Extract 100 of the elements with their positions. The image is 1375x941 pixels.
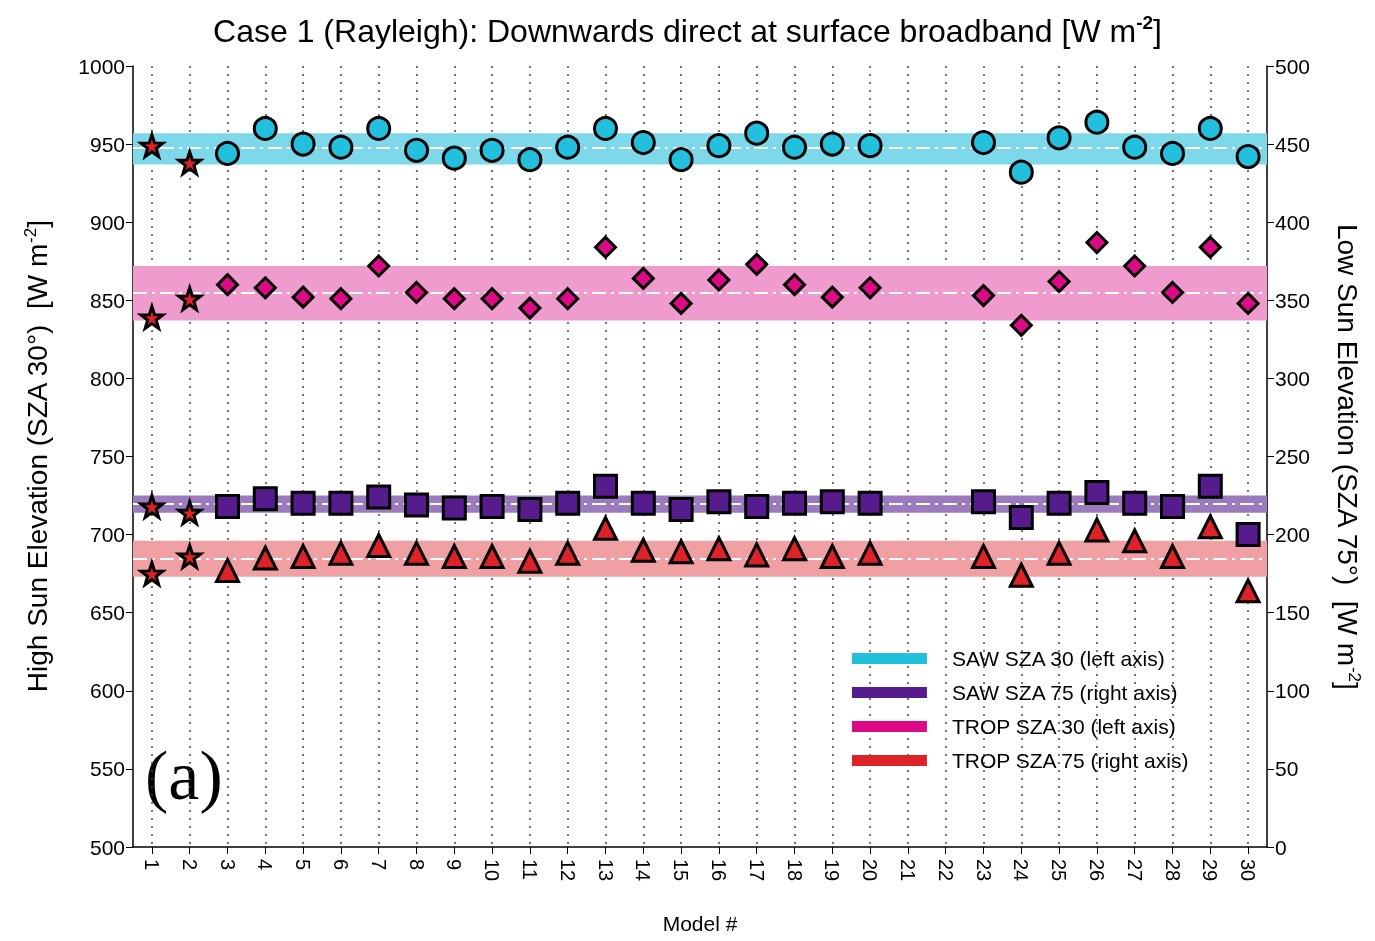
- x-tick-label: 24: [1010, 859, 1033, 882]
- point: [1084, 517, 1110, 543]
- y2-tick-label: 450: [1275, 132, 1311, 156]
- point: [556, 287, 580, 311]
- x-tick-label: 1: [140, 859, 163, 871]
- x-tick-label: 17: [745, 859, 768, 882]
- x-tick-label: 18: [783, 859, 806, 882]
- point: [1235, 578, 1261, 604]
- point: [441, 145, 467, 171]
- y-tick-label: 650: [89, 601, 125, 625]
- point: [745, 252, 769, 276]
- point: [1008, 504, 1034, 530]
- y2-tick-label: 250: [1275, 445, 1311, 468]
- point: [593, 115, 618, 141]
- point: [441, 543, 467, 569]
- point: [480, 287, 504, 311]
- point: [630, 535, 657, 563]
- point: [630, 490, 656, 516]
- point: [1046, 540, 1072, 566]
- point: [329, 287, 353, 311]
- point: [215, 558, 240, 584]
- point: [744, 120, 770, 146]
- x-tick-label: 23: [972, 859, 995, 882]
- legend-label: TROP SZA 75 (right axis): [951, 749, 1189, 772]
- point: [555, 134, 581, 160]
- point: [555, 490, 581, 516]
- x-tick-label: 12: [556, 859, 579, 882]
- point: [630, 130, 656, 156]
- point: [858, 276, 882, 300]
- point: [215, 140, 240, 166]
- point: [290, 543, 316, 569]
- point: [1160, 543, 1185, 569]
- point: [1160, 493, 1185, 519]
- point: [593, 515, 618, 541]
- point: [252, 543, 279, 571]
- y2-tick-label: 50: [1275, 757, 1299, 781]
- point: [668, 497, 694, 523]
- point: [253, 276, 277, 300]
- point: [744, 493, 770, 519]
- point: [367, 254, 391, 278]
- point: [366, 115, 392, 141]
- point: [857, 133, 883, 159]
- y-tick-label: 800: [89, 366, 125, 390]
- point: [216, 273, 239, 297]
- point: [404, 137, 429, 163]
- x-tick-label: 2: [178, 859, 201, 871]
- point: [1008, 560, 1035, 588]
- point: [593, 473, 618, 499]
- point: [517, 497, 543, 523]
- point: [1160, 140, 1185, 166]
- x-tick-label: 11: [518, 859, 541, 880]
- point: [631, 266, 655, 290]
- x-tick-label: 28: [1161, 859, 1184, 882]
- y2-tick-label: 200: [1275, 523, 1311, 547]
- point: [290, 490, 316, 516]
- point: [405, 280, 428, 304]
- y2-tick-label: 0: [1275, 835, 1287, 859]
- point: [706, 489, 732, 515]
- point: [516, 546, 544, 574]
- point: [782, 536, 807, 562]
- y2-tick-label: 500: [1275, 54, 1311, 78]
- point: [517, 147, 543, 173]
- y-tick-label: 1000: [78, 54, 125, 78]
- legend-label: TROP SZA 30 (left axis): [951, 715, 1176, 738]
- point: [1197, 514, 1223, 540]
- point: [1197, 473, 1223, 499]
- x-tick-label: 5: [292, 859, 315, 871]
- point: [1122, 134, 1148, 160]
- x-tick-label: 21: [896, 859, 919, 882]
- point: [328, 540, 354, 566]
- y-tick-label: 550: [89, 757, 125, 781]
- point: [857, 540, 883, 566]
- y-tick-label: 950: [89, 132, 125, 156]
- point: [782, 490, 807, 516]
- point: [1008, 159, 1034, 185]
- x-tick-label: 8: [405, 859, 428, 871]
- point: [215, 493, 240, 519]
- point: [479, 493, 505, 519]
- point: [1122, 490, 1148, 516]
- x-tick-label: 27: [1123, 859, 1146, 882]
- point: [706, 536, 732, 562]
- point: [971, 130, 996, 156]
- x-tick-label: 22: [934, 859, 957, 882]
- x-tick-label: 16: [707, 859, 730, 882]
- point: [1235, 144, 1261, 170]
- point: [707, 268, 731, 292]
- point: [706, 133, 732, 159]
- x-tick-label: 14: [632, 859, 655, 882]
- point: [328, 134, 354, 160]
- legend-label: SAW SZA 75 (right axis): [951, 681, 1178, 704]
- point: [1085, 231, 1109, 255]
- point: [328, 490, 354, 516]
- y-tick-label: 900: [89, 210, 125, 234]
- point: [1009, 313, 1033, 337]
- point: [971, 543, 996, 569]
- x-tick-label: 30: [1237, 859, 1260, 882]
- y-tick-label: 750: [89, 445, 125, 468]
- x-tick-label: 29: [1199, 859, 1222, 882]
- point: [252, 115, 278, 141]
- y2-tick-label: 400: [1275, 210, 1311, 234]
